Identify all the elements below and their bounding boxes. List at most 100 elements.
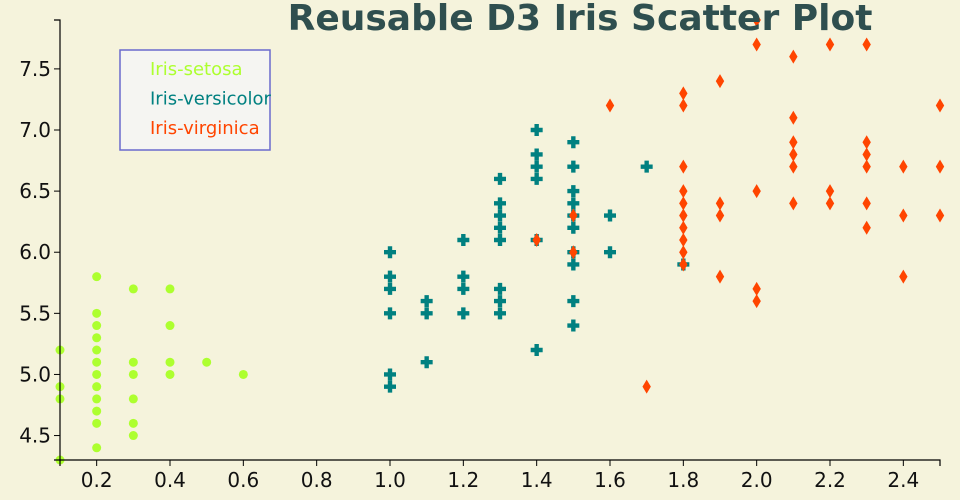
data-point: [935, 98, 945, 113]
data-point: [494, 282, 506, 295]
data-point: [530, 148, 543, 161]
data-point: [789, 147, 798, 162]
y-axis: 4.5 5.0 5.5 6.0 6.5 7.0 7.5: [19, 19, 61, 461]
data-point: [92, 369, 102, 379]
data-point: [899, 269, 908, 284]
data-point: [384, 270, 396, 283]
x-tick-label: 1.2: [447, 468, 479, 492]
data-point: [494, 307, 506, 320]
data-point: [92, 333, 102, 343]
chart-title: Reusable D3 Iris Scatter Plot: [288, 0, 873, 39]
data-point: [165, 369, 175, 379]
data-point: [935, 208, 945, 223]
data-point: [715, 208, 725, 223]
data-point: [128, 431, 138, 441]
legend: Iris-setosa Iris-versicolor Iris-virginica: [119, 49, 272, 151]
data-point: [532, 233, 541, 247]
series-iris-setosa: [55, 272, 248, 465]
x-tick-label: 1.0: [374, 468, 406, 492]
data-point: [165, 357, 175, 367]
data-point: [862, 159, 871, 174]
data-point: [92, 382, 102, 392]
data-point: [494, 172, 506, 185]
data-point: [715, 74, 725, 89]
data-point: [569, 208, 578, 223]
x-tick-label: 2.2: [814, 468, 846, 492]
data-point: [679, 159, 688, 174]
legend-label: Iris-setosa: [150, 59, 243, 80]
data-point: [128, 357, 138, 367]
data-point: [92, 406, 102, 416]
x-tick-label: 1.8: [667, 468, 699, 492]
data-point: [679, 233, 688, 247]
data-point: [494, 295, 506, 308]
series-iris-versicolor: [384, 124, 690, 393]
data-point: [899, 159, 908, 174]
data-point: [384, 368, 396, 381]
data-point: [862, 147, 871, 162]
data-point: [92, 308, 102, 318]
data-point: [752, 281, 761, 296]
data-point: [494, 234, 506, 246]
data-point: [679, 220, 688, 235]
data-point: [862, 220, 871, 235]
data-point: [679, 196, 688, 211]
data-point: [679, 257, 688, 272]
data-point: [92, 357, 102, 367]
data-point: [752, 294, 761, 309]
x-tick-label: 0.8: [301, 468, 333, 492]
data-point: [384, 246, 396, 259]
data-point: [567, 258, 580, 271]
legend-label: Iris-versicolor: [150, 89, 272, 110]
data-point: [569, 245, 578, 260]
data-point: [679, 208, 688, 223]
data-point: [567, 136, 580, 149]
data-point: [825, 37, 835, 52]
data-point: [642, 379, 651, 394]
y-tick-label: 7.5: [19, 57, 51, 81]
data-point: [420, 307, 433, 320]
data-point: [567, 295, 580, 308]
legend-box: [119, 49, 271, 151]
data-point: [752, 184, 761, 199]
x-tick-label: 0.2: [81, 468, 113, 492]
data-point: [384, 282, 396, 295]
data-point: [715, 269, 725, 284]
data-point: [128, 284, 138, 294]
y-tick-label: 5.0: [19, 362, 51, 386]
y-tick-label: 4.5: [19, 424, 51, 448]
data-point: [825, 184, 835, 199]
data-point: [92, 418, 102, 428]
data-point: [165, 284, 175, 294]
data-point: [420, 295, 433, 308]
data-point: [494, 209, 506, 222]
data-point: [679, 184, 688, 199]
data-point: [128, 418, 138, 428]
plot-area: [55, 13, 945, 465]
x-tick-label: 0.6: [227, 468, 259, 492]
data-point: [128, 369, 138, 379]
series-iris-virginica: [532, 13, 945, 394]
data-point: [457, 234, 470, 246]
data-point: [494, 221, 506, 234]
data-point: [457, 307, 470, 320]
data-point: [752, 13, 761, 27]
data-point: [128, 394, 138, 404]
legend-label: Iris-virginica: [150, 118, 260, 139]
data-point: [567, 160, 580, 173]
data-point: [202, 357, 212, 367]
data-point: [530, 344, 543, 356]
x-tick-label: 1.4: [521, 468, 553, 492]
data-point: [679, 245, 688, 260]
data-point: [567, 221, 580, 234]
y-tick-label: 7.0: [19, 118, 51, 142]
data-point: [92, 345, 102, 355]
data-point: [789, 110, 798, 125]
data-point: [679, 86, 688, 101]
data-point: [752, 37, 761, 52]
data-point: [92, 443, 102, 453]
data-point: [899, 208, 908, 223]
data-point: [165, 321, 175, 331]
x-tick-label: 1.6: [594, 468, 626, 492]
